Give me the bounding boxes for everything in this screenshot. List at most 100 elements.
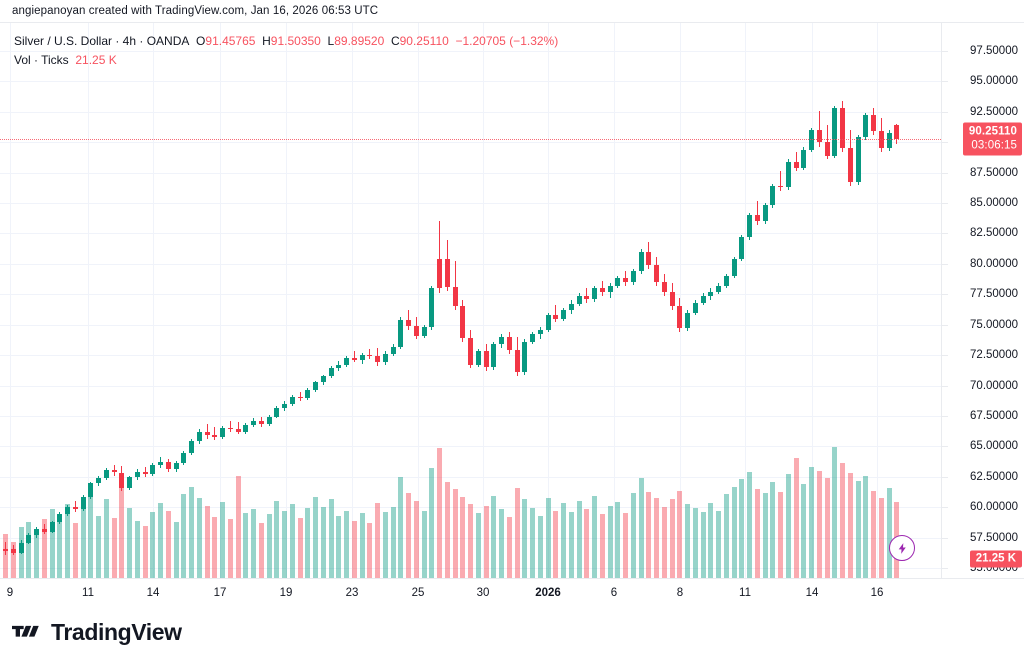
volume-bar bbox=[103, 499, 109, 579]
price-axis[interactable]: 90.25110 03:06:15 21.25 K 97.50000 95.000… bbox=[941, 23, 1024, 579]
volume-bar bbox=[886, 488, 892, 579]
volume-bar bbox=[630, 493, 636, 579]
price-tick bbox=[942, 233, 948, 235]
candle-wick bbox=[5, 542, 6, 555]
candle-body bbox=[320, 376, 326, 383]
candle-wick bbox=[454, 261, 456, 311]
candle-body bbox=[638, 251, 644, 272]
candle-body bbox=[863, 115, 869, 138]
volume-bar bbox=[468, 504, 473, 579]
volume-bar bbox=[235, 475, 241, 579]
gridline-vertical bbox=[418, 23, 419, 579]
gridline-vertical bbox=[153, 23, 154, 579]
candle-body bbox=[894, 124, 900, 140]
volume-bar bbox=[747, 471, 752, 579]
volume-bar bbox=[475, 513, 481, 579]
candle-body bbox=[150, 465, 156, 475]
candle-body bbox=[103, 470, 109, 478]
candle-body bbox=[88, 483, 94, 497]
candle-body bbox=[499, 337, 504, 345]
gridline-horizontal bbox=[0, 51, 941, 52]
candle-body bbox=[692, 302, 698, 313]
volume-bar bbox=[615, 501, 621, 579]
current-price-value: 90.25110 bbox=[968, 125, 1017, 138]
candle-body bbox=[483, 351, 489, 368]
volume-bar bbox=[227, 519, 233, 579]
legend-open-label: O bbox=[196, 34, 206, 48]
volume-bar bbox=[816, 470, 822, 579]
candle-body bbox=[847, 148, 853, 183]
candle-body bbox=[530, 334, 535, 342]
candle-body bbox=[615, 278, 621, 286]
chart-pane[interactable]: Silver / U.S. Dollar · 4h · OANDA O91.45… bbox=[0, 23, 941, 579]
candle-body bbox=[313, 382, 318, 390]
candle-body bbox=[49, 522, 55, 533]
candle-wick bbox=[237, 422, 239, 435]
candle-body bbox=[568, 304, 574, 311]
candle-wick bbox=[369, 349, 371, 359]
price-tick bbox=[942, 385, 948, 387]
gridline-vertical bbox=[812, 23, 813, 579]
lightning-bolt-icon[interactable] bbox=[889, 535, 916, 561]
price-tick bbox=[942, 476, 948, 478]
candle-body bbox=[871, 115, 876, 132]
gridline-vertical bbox=[483, 23, 484, 579]
volume-bar bbox=[855, 480, 861, 579]
volume-bar bbox=[243, 513, 249, 579]
price-axis-label: 62.50000 bbox=[970, 470, 1018, 483]
candle-body bbox=[235, 428, 241, 432]
volume-bar bbox=[10, 541, 16, 579]
tradingview-logo[interactable]: TradingView bbox=[12, 619, 182, 646]
volume-bar bbox=[119, 473, 125, 579]
candle-body bbox=[72, 506, 78, 509]
volume-bar bbox=[406, 493, 411, 579]
candle-body bbox=[886, 132, 892, 149]
price-tick bbox=[942, 294, 948, 296]
candle-wick bbox=[818, 110, 820, 148]
volume-bar bbox=[739, 479, 745, 579]
time-axis[interactable]: 9 11 14 17 19 23 25 30 2026 6 8 11 14 16 bbox=[0, 578, 1024, 608]
candle-wick bbox=[353, 351, 355, 363]
candle-body bbox=[762, 205, 768, 222]
candle-body bbox=[708, 291, 714, 296]
volume-bar bbox=[3, 534, 8, 579]
legend-symbol[interactable]: Silver / U.S. Dollar · 4h · OANDA bbox=[14, 34, 190, 48]
volume-bar bbox=[398, 476, 404, 579]
volume-bar bbox=[731, 486, 737, 579]
volume-bar bbox=[483, 505, 489, 579]
candle-body bbox=[452, 286, 458, 307]
gridline-horizontal bbox=[0, 415, 941, 417]
volume-bar bbox=[150, 511, 156, 579]
volume-bar bbox=[313, 496, 318, 579]
candle-body bbox=[351, 358, 357, 360]
candle-body bbox=[832, 108, 838, 156]
volume-bar bbox=[677, 490, 683, 579]
candle-body bbox=[793, 161, 799, 168]
volume-bar bbox=[305, 508, 311, 579]
legend-ohlc-row: Silver / U.S. Dollar · 4h · OANDA O91.45… bbox=[14, 33, 558, 49]
candle-wick bbox=[229, 420, 231, 432]
legend-close-label: C bbox=[390, 34, 400, 48]
price-tick bbox=[942, 507, 948, 509]
gridline-vertical bbox=[548, 23, 549, 579]
candle-body bbox=[134, 471, 140, 478]
candle-body bbox=[10, 549, 16, 553]
candle-body bbox=[65, 506, 70, 515]
candle-body bbox=[437, 259, 442, 289]
legend-volume-label[interactable]: Vol · Ticks bbox=[14, 53, 69, 67]
time-axis-label: 17 bbox=[213, 587, 227, 599]
volume-bar bbox=[320, 506, 326, 579]
footer: TradingView bbox=[0, 608, 1024, 661]
volume-bar bbox=[793, 458, 799, 579]
volume-bar bbox=[654, 498, 659, 579]
volume-bar bbox=[359, 513, 365, 579]
volume-bar bbox=[545, 498, 551, 579]
candle-body bbox=[96, 477, 101, 484]
volume-bar bbox=[522, 499, 528, 579]
candle-body bbox=[212, 435, 218, 438]
volume-bar bbox=[499, 509, 504, 579]
gridline-horizontal bbox=[0, 233, 941, 235]
candle-wick bbox=[780, 171, 781, 191]
volume-bar bbox=[491, 495, 497, 579]
candle-body bbox=[282, 403, 287, 409]
